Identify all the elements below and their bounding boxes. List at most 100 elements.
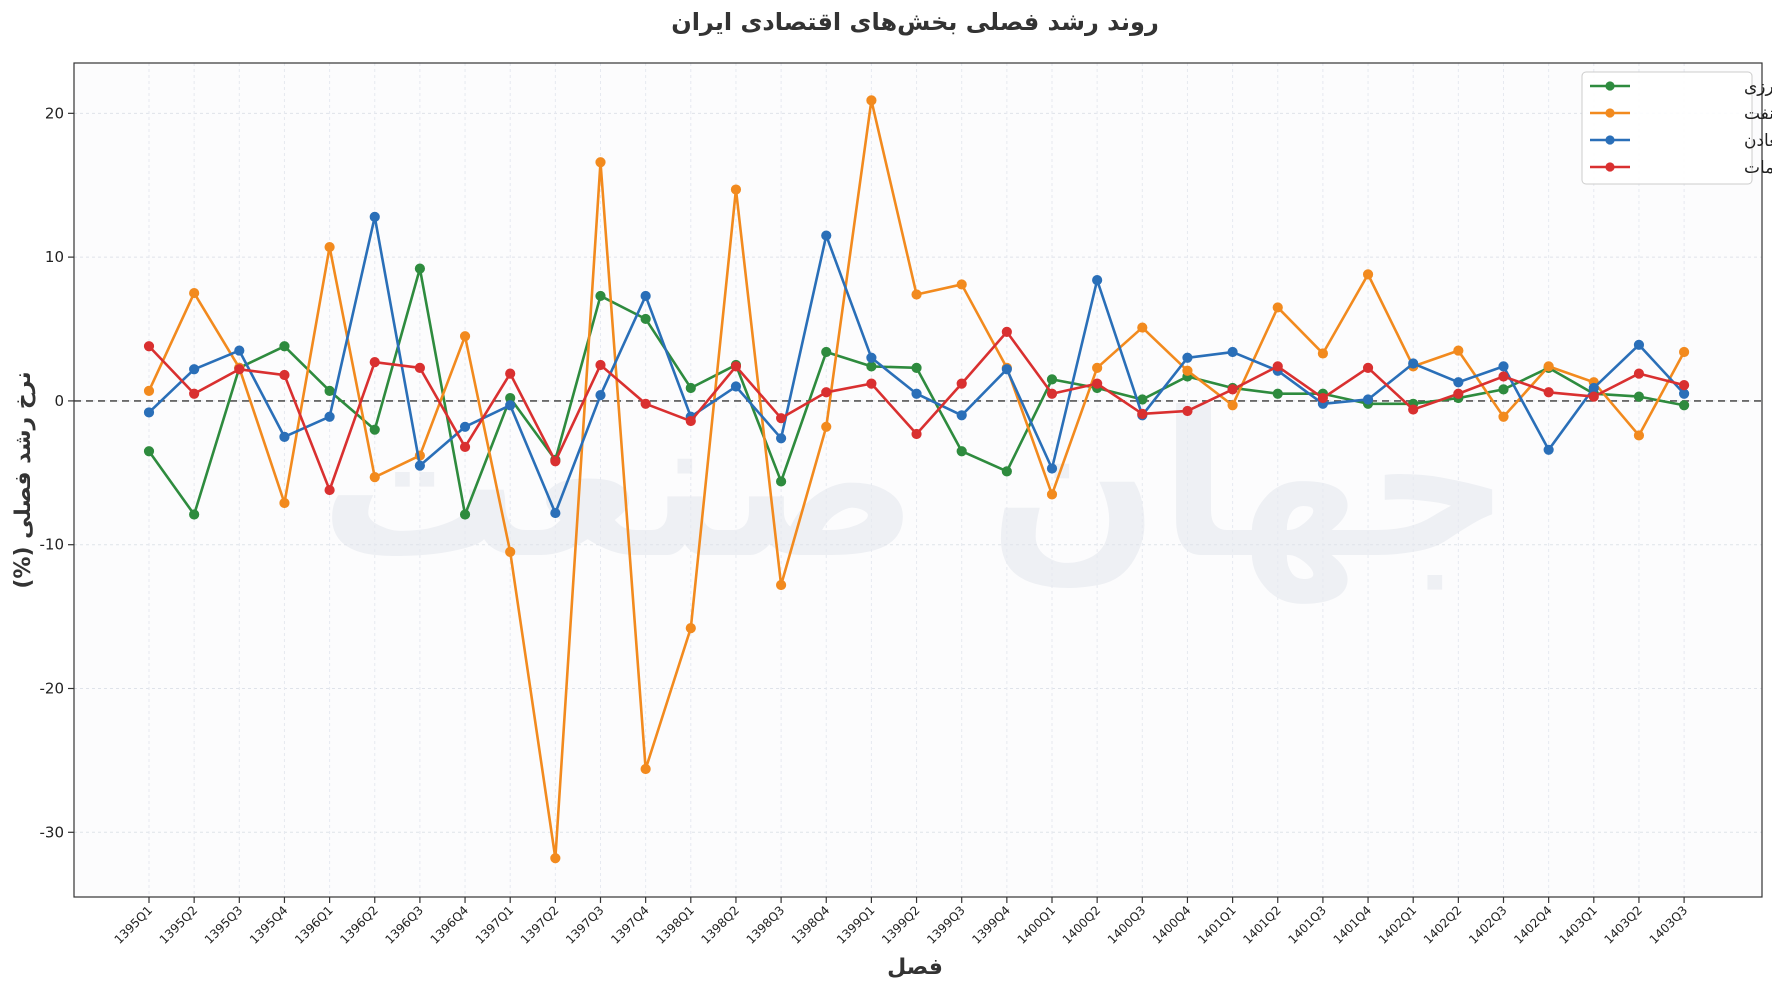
data-point [1046,388,1058,399]
data-point [1092,362,1103,373]
data-point [550,456,561,467]
data-point [279,369,290,381]
data-point [911,289,922,300]
data-point [1046,463,1058,474]
data-point [730,361,742,372]
data-point [369,424,380,435]
data-point [1182,405,1193,417]
data-point [776,413,787,424]
data-point [595,157,606,168]
data-point [189,509,200,520]
data-point [1633,430,1645,441]
data-point [640,763,651,775]
data-point [1588,382,1599,394]
data-point [1362,362,1374,373]
data-point [1453,345,1464,356]
legend-label: صنایع و معادن [1744,131,1772,151]
data-point [1498,384,1509,395]
data-point [279,431,290,442]
grid-layer [74,63,1762,897]
y-tick-label: 0 [54,392,64,410]
data-point [143,446,155,457]
data-point [730,184,742,195]
data-point [1001,466,1012,477]
data-point [1046,489,1058,500]
data-point [1272,361,1283,372]
data-point [1498,411,1509,422]
data-point [595,290,606,302]
data-point [1543,387,1554,398]
data-point [143,407,155,418]
data-point [821,387,832,398]
data-point [776,579,787,591]
y-tick-label: 20 [45,104,64,122]
data-point [234,345,245,356]
data-point [1092,378,1103,389]
data-point [911,388,922,399]
data-point [866,352,877,363]
data-point [1227,384,1238,395]
data-point [1001,364,1012,375]
legend-label: کشاورزی [1744,77,1772,97]
data-point [1227,400,1238,411]
data-point [866,378,877,389]
data-point [956,446,967,457]
data-point [1137,408,1148,419]
plot-background [74,63,1762,897]
plot-area: جهان صنعت [73,62,1763,898]
data-point [685,623,696,634]
data-point [1317,348,1329,359]
plot-frame [73,62,1763,898]
data-point [956,279,967,290]
data-point [866,361,877,372]
data-point [1362,394,1374,405]
data-point [730,381,742,392]
data-point [1408,358,1419,369]
data-point [911,428,922,440]
data-point [505,400,516,411]
data-point [550,507,561,519]
legend-label: نفت [1744,104,1772,124]
data-point [234,364,245,375]
data-point [459,441,471,453]
data-point [189,388,200,399]
data-point [685,382,696,394]
data-point [640,290,651,302]
legend-label: خدمات [1744,158,1772,178]
y-tick-label: -30 [40,823,65,841]
data-point [821,346,832,358]
data-point [1543,444,1554,455]
data-point [189,364,200,375]
data-point [459,509,471,520]
data-point [1137,322,1148,333]
data-point [1633,368,1645,379]
data-point [505,368,516,379]
legend-swatch-marker [1605,108,1615,118]
series-group [143,211,1690,519]
data-point [459,331,471,342]
data-point [1092,275,1103,286]
data-point [324,484,335,496]
data-point [1317,392,1329,404]
series-layer [143,95,1690,864]
data-point [414,460,425,471]
data-point [595,390,606,401]
data-point [324,385,335,396]
data-point [189,287,200,299]
data-point [1679,379,1690,391]
data-point [1588,391,1599,402]
data-point [1453,388,1464,399]
data-point [1272,302,1283,313]
data-point [505,546,516,557]
data-point [1633,339,1645,350]
data-point [776,433,787,444]
data-point [143,341,155,352]
data-point [1408,404,1419,415]
watermark-text: جهان صنعت [319,370,1510,604]
data-point [866,95,877,106]
data-point [1182,352,1193,363]
legend-swatch-marker [1605,135,1615,145]
y-axis-ticks: 20 10 0 -10 -20 -30 [40,104,74,841]
data-point [550,853,561,864]
